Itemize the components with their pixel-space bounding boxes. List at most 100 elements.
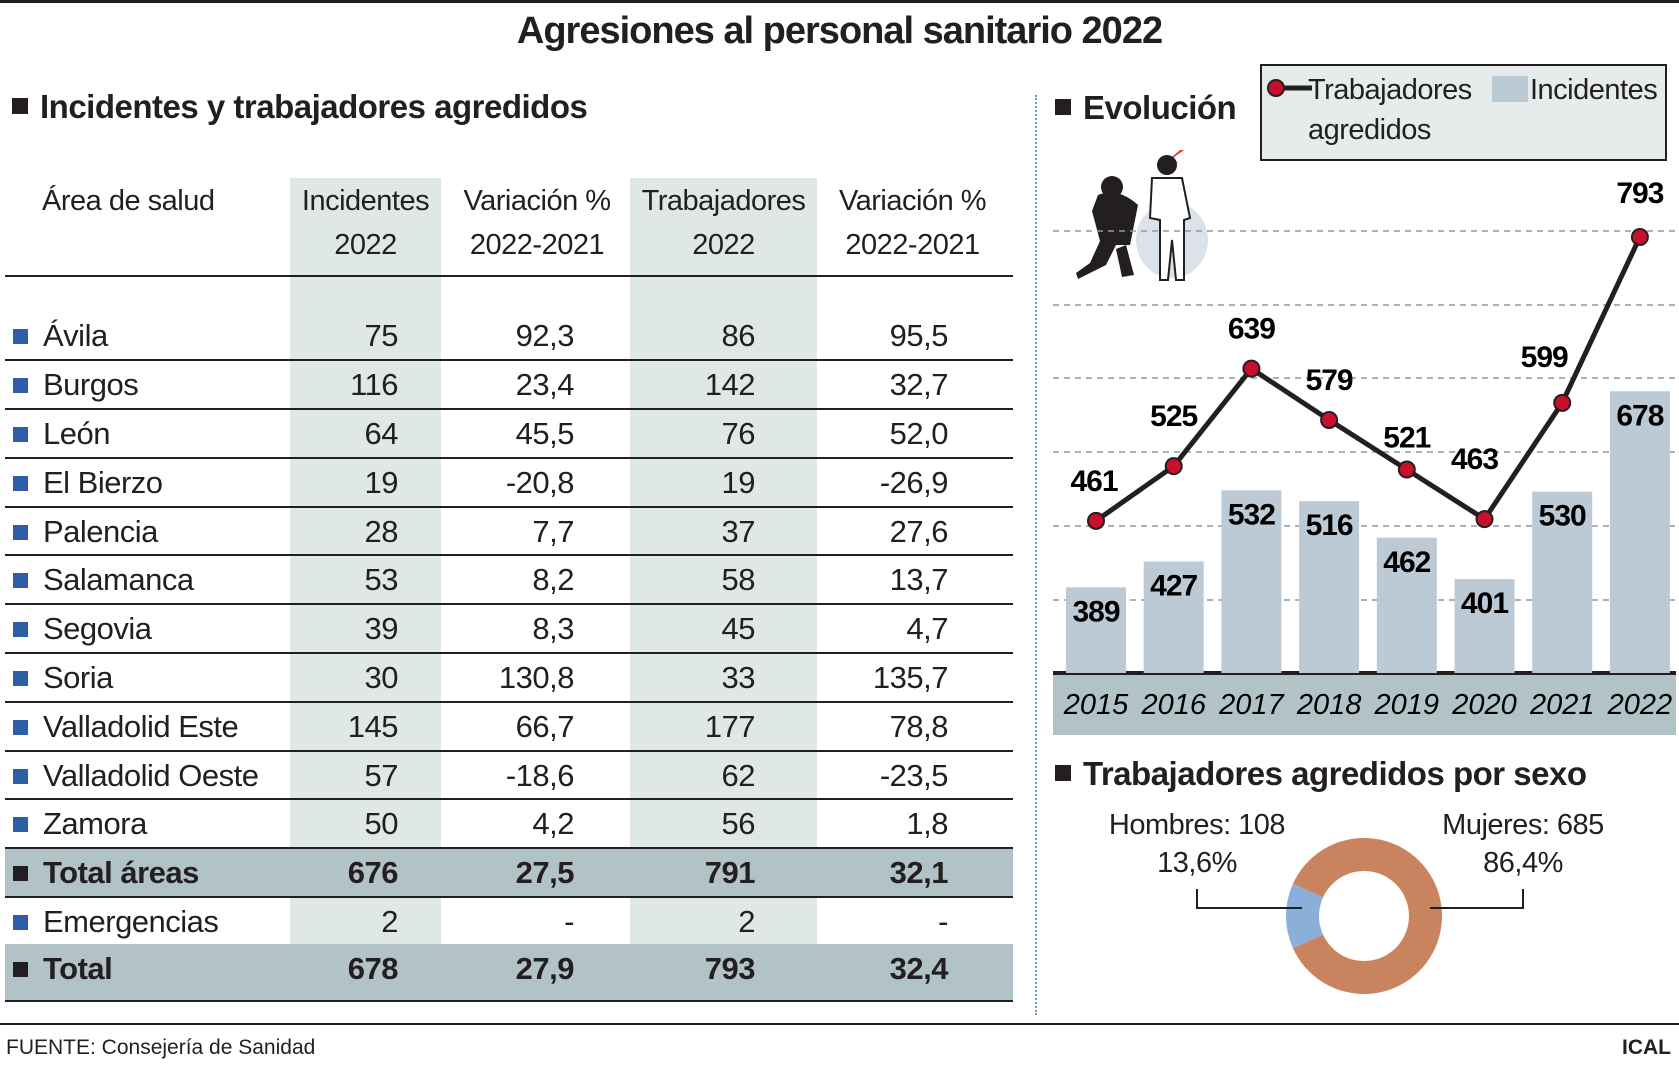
row-var2: 78,8 xyxy=(889,709,949,744)
table-row: León 64 45,5 76 52,0 xyxy=(5,409,1013,458)
line-label-2022: 793 xyxy=(1616,177,1663,210)
line-label-2018: 579 xyxy=(1306,364,1353,397)
line-label-2021: 599 xyxy=(1521,341,1568,374)
bar-2015 xyxy=(1066,587,1126,673)
bar-label-2020: 401 xyxy=(1461,587,1508,620)
header-incidentes: Incidentes 2022 xyxy=(301,185,430,261)
row-trab: 62 xyxy=(721,758,756,793)
row-area: Total áreas xyxy=(43,855,199,890)
table-section-title: Incidentes y trabajadores agredidos xyxy=(12,88,588,126)
row-bullet-icon xyxy=(13,817,28,832)
x-tick-label-2019: 2019 xyxy=(1374,689,1440,721)
row-bullet-icon xyxy=(13,769,28,784)
bar-2019 xyxy=(1376,537,1437,673)
row-inc: 116 xyxy=(350,367,398,402)
line-point-2016 xyxy=(1164,457,1183,476)
row-divider xyxy=(5,847,1013,849)
row-var1: 8,3 xyxy=(532,611,574,646)
bar-2022 xyxy=(1609,391,1670,673)
row-inc: 145 xyxy=(347,709,399,744)
donut-slice-0 xyxy=(1286,883,1324,949)
bar-label-2018: 516 xyxy=(1306,509,1353,542)
row-trab: 76 xyxy=(721,416,756,451)
table-row: Salamanca 53 8,2 58 13,7 xyxy=(5,555,1013,604)
table-row: Zamora 50 4,2 56 1,8 xyxy=(5,799,1013,848)
row-var2: - xyxy=(938,904,948,939)
table-row: Burgos 116 23,4 142 32,7 xyxy=(5,360,1013,409)
bar-2021 xyxy=(1532,491,1593,673)
row-divider xyxy=(5,896,1013,898)
line-label-2017: 639 xyxy=(1228,313,1275,346)
row-bullet-icon xyxy=(13,378,28,393)
row-bullet-icon xyxy=(13,427,28,442)
table-row: Ávila 75 92,3 86 95,5 xyxy=(5,311,1013,360)
line-point-2022 xyxy=(1630,227,1649,246)
row-var1: 66,7 xyxy=(515,709,575,744)
row-var2: 13,7 xyxy=(889,562,949,597)
table-section-title-text: Incidentes y trabajadores agredidos xyxy=(40,88,588,125)
row-var1: 7,7 xyxy=(532,514,574,549)
row-divider xyxy=(5,457,1013,459)
bar-2017 xyxy=(1221,490,1282,673)
row-divider xyxy=(5,798,1013,800)
line-point-2020 xyxy=(1475,510,1494,529)
row-var2: 135,7 xyxy=(872,660,949,695)
legend-line-marker-icon xyxy=(1267,79,1312,97)
line-point-2019 xyxy=(1397,460,1416,479)
row-inc: 50 xyxy=(364,806,399,841)
line-label-2019: 521 xyxy=(1383,422,1430,455)
row-bullet-icon xyxy=(13,720,28,735)
table-row: Valladolid Oeste 57 -18,6 62 -23,5 xyxy=(5,751,1013,800)
bullet-square-icon xyxy=(12,98,28,115)
row-trab: 142 xyxy=(704,367,756,402)
header-variacion-trabajadores: Variación % 2022-2021 xyxy=(838,185,987,261)
source-text: FUENTE: Consejería de Sanidad xyxy=(6,1036,316,1059)
page-title: Agresiones al personal sanitario 2022 xyxy=(516,10,1163,52)
row-area: Emergencias xyxy=(43,904,219,939)
bullet-square-icon xyxy=(1055,99,1071,116)
row-var1: -20,8 xyxy=(505,465,575,500)
mujeres-label: Mujeres: 685 86,4% xyxy=(1442,809,1604,879)
evolucion-title: Evolución xyxy=(1055,89,1237,127)
bar-2016 xyxy=(1143,561,1204,673)
row-trab: 19 xyxy=(721,465,756,500)
footer-rule xyxy=(0,1023,1679,1025)
row-var1: -18,6 xyxy=(505,758,575,793)
header-divider xyxy=(5,275,1013,277)
table-row: Emergencias 2 - 2 - xyxy=(5,897,1013,946)
x-tick-label-2022: 2022 xyxy=(1607,689,1673,721)
row-inc: 75 xyxy=(364,318,399,353)
row-inc: 19 xyxy=(364,465,399,500)
row-var1: 45,5 xyxy=(515,416,575,451)
table-row: Soria 30 130,8 33 135,7 xyxy=(5,653,1013,702)
bar-label-2017: 532 xyxy=(1228,498,1275,531)
row-inc: 57 xyxy=(364,758,399,793)
panel-divider xyxy=(1035,95,1037,1015)
row-inc: 28 xyxy=(364,514,399,549)
x-tick-label-2017: 2017 xyxy=(1218,689,1285,721)
sexo-title: Trabajadores agredidos por sexo xyxy=(1055,755,1587,793)
row-trab: 56 xyxy=(721,806,756,841)
row-area: Soria xyxy=(43,660,113,695)
hombres-label: Hombres: 108 13,6% xyxy=(1108,809,1286,879)
row-var2: 32,7 xyxy=(889,367,949,402)
legend-bar-label: Incidentes xyxy=(1530,74,1658,106)
row-area: Zamora xyxy=(43,806,147,841)
bar-label-2015: 389 xyxy=(1072,595,1119,628)
row-var2: -26,9 xyxy=(879,465,949,500)
x-axis-band xyxy=(1053,673,1676,735)
table-row: El Bierzo 19 -20,8 19 -26,9 xyxy=(5,458,1013,507)
header-area: Área de salud xyxy=(42,185,215,217)
header-trabajadores: Trabajadores 2022 xyxy=(641,185,806,261)
chart-legend: Trabajadores agredidos Incidentes xyxy=(1260,64,1667,161)
row-inc: 64 xyxy=(364,416,399,451)
row-var2: 32,1 xyxy=(889,855,949,890)
row-bullet-icon xyxy=(13,329,28,344)
x-tick-label-2020: 2020 xyxy=(1451,689,1517,721)
row-var1: - xyxy=(564,904,574,939)
row-area: Burgos xyxy=(43,367,139,402)
table-total-row: Total 678 27,9 793 32,4 xyxy=(5,944,1013,1000)
row-bullet-icon xyxy=(13,622,28,637)
row-inc: 30 xyxy=(364,660,399,695)
row-bullet-icon xyxy=(13,866,28,881)
